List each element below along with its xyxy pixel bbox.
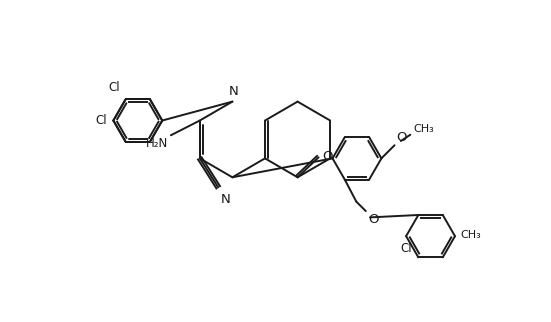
Text: CH₃: CH₃ xyxy=(460,230,481,240)
Text: CH₃: CH₃ xyxy=(413,124,434,134)
Text: O: O xyxy=(322,150,333,163)
Text: O: O xyxy=(368,213,379,226)
Text: O: O xyxy=(397,131,407,144)
Text: N: N xyxy=(220,193,230,205)
Text: N: N xyxy=(229,85,239,99)
Text: Cl: Cl xyxy=(109,81,120,94)
Text: Cl: Cl xyxy=(400,242,412,255)
Text: H₂N: H₂N xyxy=(145,137,168,150)
Text: Cl: Cl xyxy=(95,114,107,127)
